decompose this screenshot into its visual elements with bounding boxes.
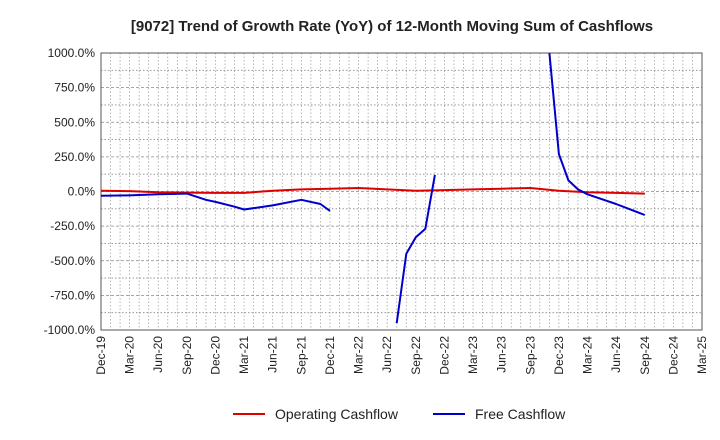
x-tick-label: Mar-20 — [123, 336, 137, 374]
y-tick-label: 1000.0% — [48, 46, 96, 60]
legend-label-operating-cashflow: Operating Cashflow — [275, 406, 399, 422]
x-tick-label: Sep-24 — [638, 336, 652, 375]
y-tick-label: -1000.0% — [44, 323, 96, 337]
x-tick-label: Dec-23 — [552, 336, 566, 375]
x-tick-label: Dec-24 — [666, 336, 680, 375]
x-tick-label: Mar-24 — [581, 336, 595, 374]
x-tick-label: Mar-22 — [352, 336, 366, 374]
x-tick-label: Dec-19 — [94, 336, 108, 375]
x-tick-label: Jun-21 — [266, 336, 280, 373]
x-tick-label: Jun-22 — [380, 336, 394, 373]
y-tick-label: 500.0% — [54, 115, 95, 129]
series-line-free-cashflow — [548, 53, 646, 216]
y-tick-label: -250.0% — [50, 219, 95, 233]
grid-layer — [100, 52, 703, 331]
x-tick-label: Sep-20 — [180, 336, 194, 375]
chart-title: [9072] Trend of Growth Rate (YoY) of 12-… — [131, 18, 653, 35]
x-tick-label: Dec-21 — [323, 336, 337, 375]
series-line-operating-cashflow — [101, 187, 645, 195]
x-tick-label: Mar-21 — [237, 336, 251, 374]
y-tick-label: 0.0% — [68, 185, 96, 199]
y-tick-label: 250.0% — [54, 150, 95, 164]
x-tick-label: Sep-23 — [523, 336, 537, 375]
x-tick-label: Jun-24 — [609, 336, 623, 373]
x-tick-label: Dec-20 — [208, 336, 222, 375]
y-tick-label: -750.0% — [50, 288, 95, 302]
x-tick-label: Jun-20 — [151, 336, 165, 373]
x-tick-label: Jun-23 — [495, 336, 509, 373]
x-tick-label: Sep-22 — [409, 336, 423, 375]
x-tick-label: Dec-22 — [437, 336, 451, 375]
y-tick-label: 750.0% — [54, 81, 95, 95]
series-line-free-cashflow — [101, 192, 331, 212]
series-line-free-cashflow — [395, 174, 436, 324]
x-tick-label: Sep-21 — [294, 336, 308, 375]
legend-label-free-cashflow: Free Cashflow — [475, 406, 566, 422]
axis-layer: 1000.0% 750.0% 500.0% 250.0% 0.0% -250.0% -500… — [44, 46, 709, 375]
legend: Operating Cashflow Free Cashflow — [233, 406, 566, 422]
x-tick-label: Mar-23 — [466, 336, 480, 374]
x-tick-label: Mar-25 — [695, 336, 709, 374]
series-layer — [101, 53, 646, 324]
y-tick-label: -500.0% — [50, 254, 95, 268]
